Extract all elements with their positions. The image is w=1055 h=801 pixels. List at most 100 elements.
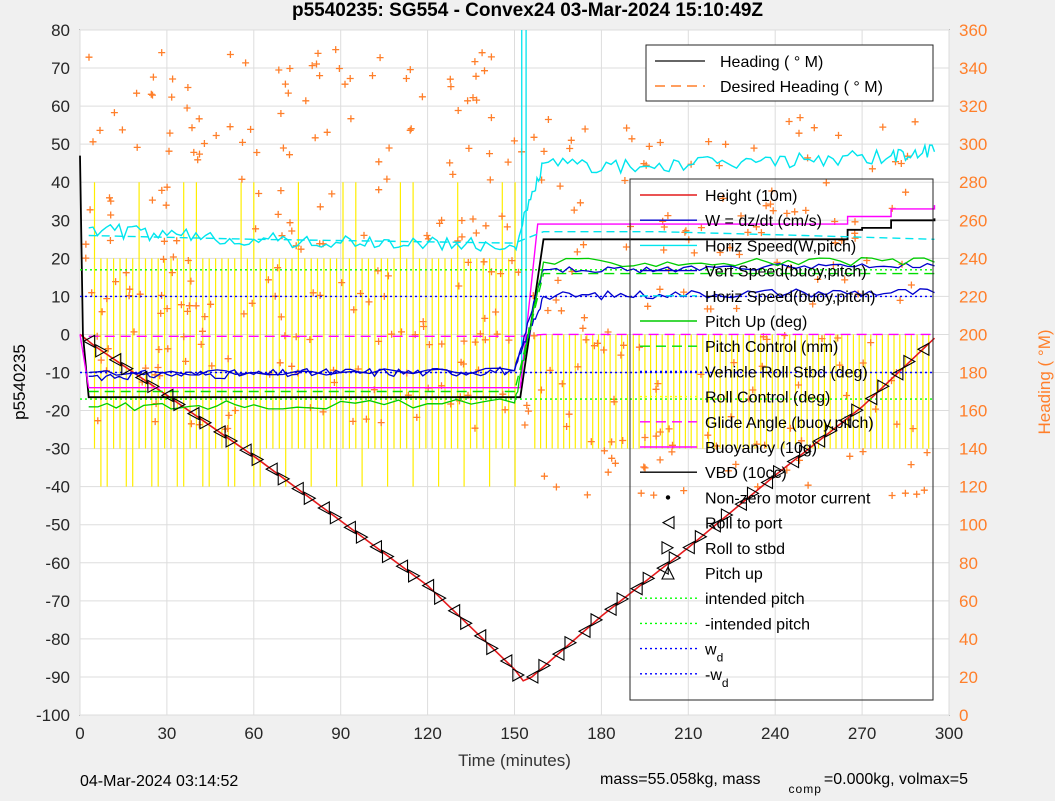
legend-subscript: d [717,651,724,665]
series-buoyancy-10g- [79,205,936,389]
y-tick-label: -60 [45,554,70,573]
roll-to-port-marker [160,388,174,403]
roll-to-port-marker [369,539,383,554]
y-tick-label: -80 [45,630,70,649]
y-tick-label: -10 [45,364,70,383]
y2-tick-label: 180 [959,364,987,383]
legend-swatch [665,495,671,500]
roll-to-port-marker [577,624,591,639]
y-tick-label: -90 [45,668,70,687]
roll-to-port-marker [212,424,226,439]
roll-to-port-marker [708,518,721,533]
y2-tick-label: 120 [959,478,987,497]
roll-to-stbd-marker [225,434,239,448]
series-w-dz-dt-cm-s- [88,288,935,382]
y2-tick-label: 20 [959,668,978,687]
roll-to-port-marker [265,462,278,477]
y2-tick-label: 320 [959,97,987,116]
roll-to-stbd-marker [772,464,786,479]
x-tick-label: 150 [500,724,528,743]
y-tick-label: 30 [51,211,70,230]
series-layer [79,30,936,682]
roll-to-stbd-marker [147,379,161,394]
legend-main-entry: Pitch Control (mm) [705,339,838,356]
footer-mass-a: mass=55.058kg, mass [600,771,761,788]
series-pitch-control-mm- [88,272,935,393]
legend-main-entry: Roll Control (deg) [705,390,830,407]
heading-legend-box [645,44,934,102]
roll-to-port-marker [447,603,461,618]
roll-to-port-marker [108,352,122,367]
roll-to-port-marker [421,578,435,593]
y-tick-label: -30 [45,440,70,459]
roll-to-port-marker [238,443,252,458]
roll-to-stbd-marker [486,641,499,656]
footer-mass: mass=55.058kg, mass comp=0.000kg, volmax=… [600,771,968,796]
y2-tick-label: 60 [959,592,978,611]
roll-to-stbd-marker [329,510,343,525]
roll-to-port-marker [890,366,904,381]
roll-to-port-marker [551,647,565,662]
legend-main-entry: Vehicle Roll Stbd (deg) [705,364,868,381]
x-axis-label: Time (minutes) [458,751,571,770]
y2-tick-label: 140 [959,440,987,459]
y2-tick-label: 220 [959,287,987,306]
roll-to-port-marker [473,628,487,643]
y-tick-label: 20 [51,249,70,268]
y-tick-label: -100 [36,706,70,725]
legend-main-entry: -intended pitch [705,616,810,633]
legend-main-entry: W = dz/dt (cm/s) [705,213,822,230]
roll-to-stbd-marker [825,423,838,438]
footer-date: 04-Mar-2024 03:14:52 [80,773,239,790]
legends: Heading ( ° M) Desired Heading ( ° M) Heig… [629,44,934,701]
y2-tick-label: 0 [959,706,968,725]
roll-to-stbd-marker [408,568,421,583]
x-tick-label: 120 [413,724,441,743]
legend-top-entry: Heading ( ° M) [720,54,823,71]
y-tick-label: -50 [45,516,70,535]
y-tick-label: 10 [51,287,70,306]
roll-to-stbd-marker [434,591,447,606]
y2-tick-label: 360 [959,21,987,40]
legend-subscript: d [722,676,729,690]
y-tick-label: 50 [51,135,70,154]
series-vert-speed-buoy-pitch- [88,262,935,376]
y2-tick-label: 300 [959,135,987,154]
y-tick-label: -20 [45,402,70,421]
series-pitch-up-deg- [88,257,935,412]
roll-to-stbd-marker [512,668,525,682]
legend-top-entry: Desired Heading ( ° M) [720,79,883,96]
legend-main-entry: Roll to stbd [705,541,785,558]
roll-to-stbd-marker [694,529,708,544]
footer-mass-b: =0.000kg, volmax=5 [823,771,968,788]
roll-to-port-marker [760,475,774,490]
roll-to-port-marker [916,342,930,357]
roll-to-stbd-marker [460,616,473,631]
roll-to-stbd-marker [616,592,630,606]
y2-tick-label: 160 [959,402,987,421]
x-tick-label: 180 [587,724,615,743]
roll-to-stbd-marker [303,491,317,506]
x-tick-label: 0 [75,724,84,743]
y2-tick-label: 40 [959,630,978,649]
x-tick-label: 240 [761,724,789,743]
roll-to-port-marker [395,559,409,574]
legend-main-entry: Buoyancy (10g) [705,440,817,457]
legend-main-entry: Glide Angle (buoy,pitch) [705,415,874,432]
roll-to-port-marker [630,581,643,596]
legend-main-entry: VBD (10cc) [705,465,787,482]
roll-to-stbd-marker [95,343,108,358]
y2-tick-label: 100 [959,516,987,535]
series-horiz-speed-buoy-pitch- [88,231,935,244]
roll-markers [82,334,930,684]
legend-swatch [661,540,675,555]
series-horiz-speed-w-pitch- [88,142,936,252]
x-tick-label: 300 [935,724,963,743]
roll-to-stbd-marker [903,354,917,369]
legend-main-entry: intended pitch [705,591,805,608]
series-height-10m- [79,333,936,682]
roll-to-stbd-marker [381,549,395,564]
legend-swatch [661,515,675,530]
legend-main-entry: Horiz Speed(buoy,pitch) [705,289,875,306]
